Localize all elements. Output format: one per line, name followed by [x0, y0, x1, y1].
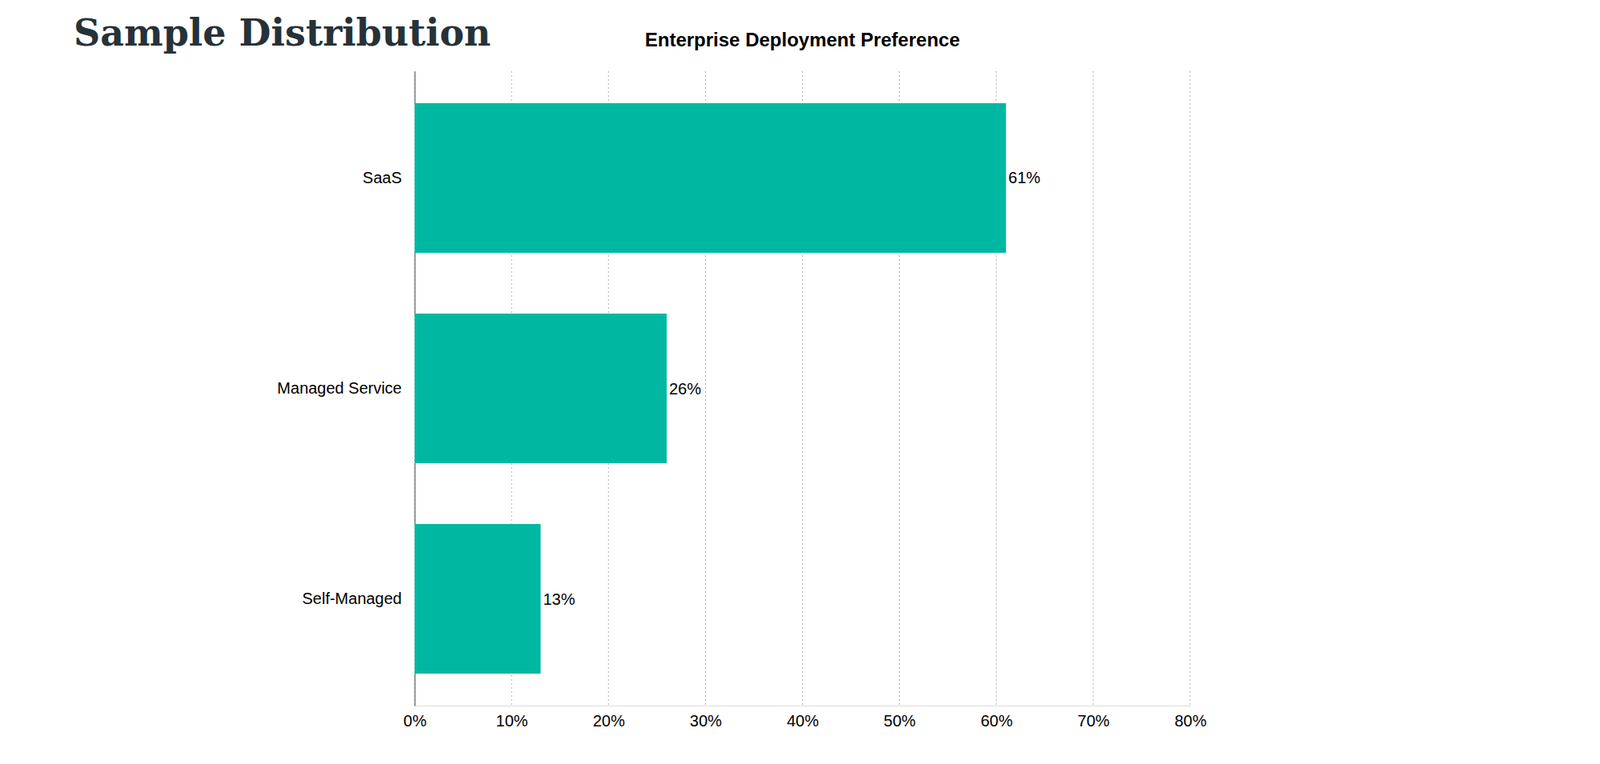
- x-tick: 30%: [689, 705, 722, 730]
- x-tick-label: 40%: [786, 712, 819, 730]
- x-tick: 40%: [786, 705, 819, 730]
- x-tick: 50%: [883, 705, 916, 730]
- category-label: SaaS: [362, 168, 402, 187]
- category-label: Managed Service: [276, 379, 402, 397]
- x-tick-label: 70%: [1077, 712, 1110, 730]
- grid-line: [1190, 71, 1191, 706]
- x-tick: 70%: [1077, 705, 1110, 730]
- chart-canvas: Sample Distribution Enterprise Deployment…: [0, 0, 1600, 764]
- x-tick: 20%: [593, 705, 626, 730]
- x-tick: 10%: [496, 705, 529, 730]
- data-label: 26%: [669, 380, 702, 398]
- page-heading: Sample Distribution: [73, 11, 491, 55]
- data-labels: 61% 26% 13%: [542, 168, 1041, 608]
- x-tick-label: 0%: [403, 712, 427, 730]
- x-tick: 60%: [980, 705, 1013, 730]
- bars: [414, 103, 1007, 674]
- x-tick: 0%: [403, 705, 427, 730]
- bar: [414, 524, 541, 674]
- data-label: 61%: [1008, 168, 1041, 187]
- y-tick: Managed Service: [276, 379, 415, 397]
- grid: [414, 71, 1191, 706]
- category-label: Self-Managed: [301, 589, 402, 608]
- x-axis: 0% 10% 20% 30% 40% 50% 60% 70% 80%: [403, 705, 1208, 730]
- y-tick: Self-Managed: [301, 589, 415, 608]
- grid-line: [1092, 71, 1094, 706]
- x-tick-label: 30%: [689, 712, 722, 730]
- bar: [414, 313, 667, 464]
- x-tick-label: 20%: [593, 712, 626, 730]
- x-tick-label: 10%: [496, 712, 529, 730]
- x-axis-line: [415, 705, 1191, 707]
- x-tick-label: 80%: [1174, 712, 1207, 730]
- bar: [414, 103, 1007, 253]
- x-tick-label: 60%: [980, 712, 1013, 730]
- y-tick: SaaS: [362, 168, 415, 187]
- chart-title: Enterprise Deployment Preference: [645, 28, 960, 51]
- plot-area: 0% 10% 20% 30% 40% 50% 60% 70% 80% SaaS Managed Se…: [276, 71, 1207, 730]
- x-tick-label: 50%: [883, 712, 916, 730]
- data-label: 13%: [542, 590, 575, 609]
- y-axis: SaaS Managed Service Self-Managed: [276, 72, 415, 707]
- x-tick: 80%: [1174, 705, 1207, 730]
